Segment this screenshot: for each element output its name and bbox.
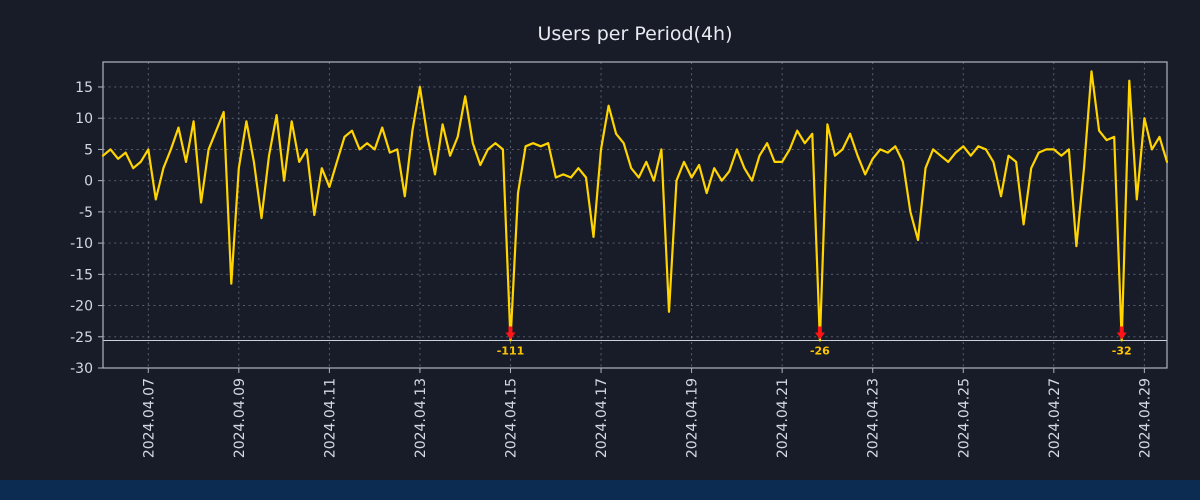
annotation-label: -111 xyxy=(497,345,525,358)
x-tick-label: 2024.04.17 xyxy=(594,378,610,458)
x-tick-label: 2024.04.23 xyxy=(866,378,882,458)
grid-layer xyxy=(103,62,1167,369)
x-tick-label: 2024.04.21 xyxy=(775,378,791,458)
x-tick-label: 2024.04.29 xyxy=(1137,378,1153,458)
clip-arrow-marker xyxy=(505,326,516,340)
x-tick-label: 2024.04.11 xyxy=(322,378,338,458)
x-tick-label: 2024.04.09 xyxy=(232,378,248,458)
data-series-line xyxy=(101,70,1169,342)
x-tick-label: 2024.04.13 xyxy=(413,378,429,458)
y-tick-label: 5 xyxy=(84,142,93,158)
y-tick-label: 0 xyxy=(84,174,93,190)
clip-arrow-marker xyxy=(814,326,825,340)
clip-arrow-marker xyxy=(1116,326,1127,340)
x-tick-label: 2024.04.15 xyxy=(503,378,519,458)
y-tick-label: 10 xyxy=(75,111,93,127)
y-tick-label: -15 xyxy=(70,267,93,283)
x-tick-label: 2024.04.25 xyxy=(956,378,972,458)
y-tick-label: -30 xyxy=(70,361,93,377)
y-tick-label: -5 xyxy=(79,205,93,221)
footer-bar xyxy=(0,480,1200,500)
annotation-label: -32 xyxy=(1112,345,1132,358)
axis-layer: 15 10 5 0 -5 -10 -15 -20 -25 -30 2024.04.07 2024.04… xyxy=(70,61,1168,458)
x-tick-label: 2024.04.27 xyxy=(1047,378,1063,458)
x-tick-label: 2024.04.19 xyxy=(685,378,701,458)
y-tick-label: -20 xyxy=(70,299,93,315)
annotation-label: -26 xyxy=(810,345,830,358)
series-layer xyxy=(101,70,1169,342)
chart-title: Users per Period(4h) xyxy=(537,23,732,45)
y-tick-label: 15 xyxy=(75,80,93,96)
plot-border xyxy=(102,61,1168,369)
y-tick-label: -25 xyxy=(70,330,93,346)
x-tick-label: 2024.04.07 xyxy=(141,378,157,458)
y-tick-label: -10 xyxy=(70,236,93,252)
line-chart: 15 10 5 0 -5 -10 -15 -20 -25 -30 2024.04.07 2024.04… xyxy=(70,23,1169,458)
annotation-layer: -111 -26 -32 xyxy=(497,326,1132,358)
